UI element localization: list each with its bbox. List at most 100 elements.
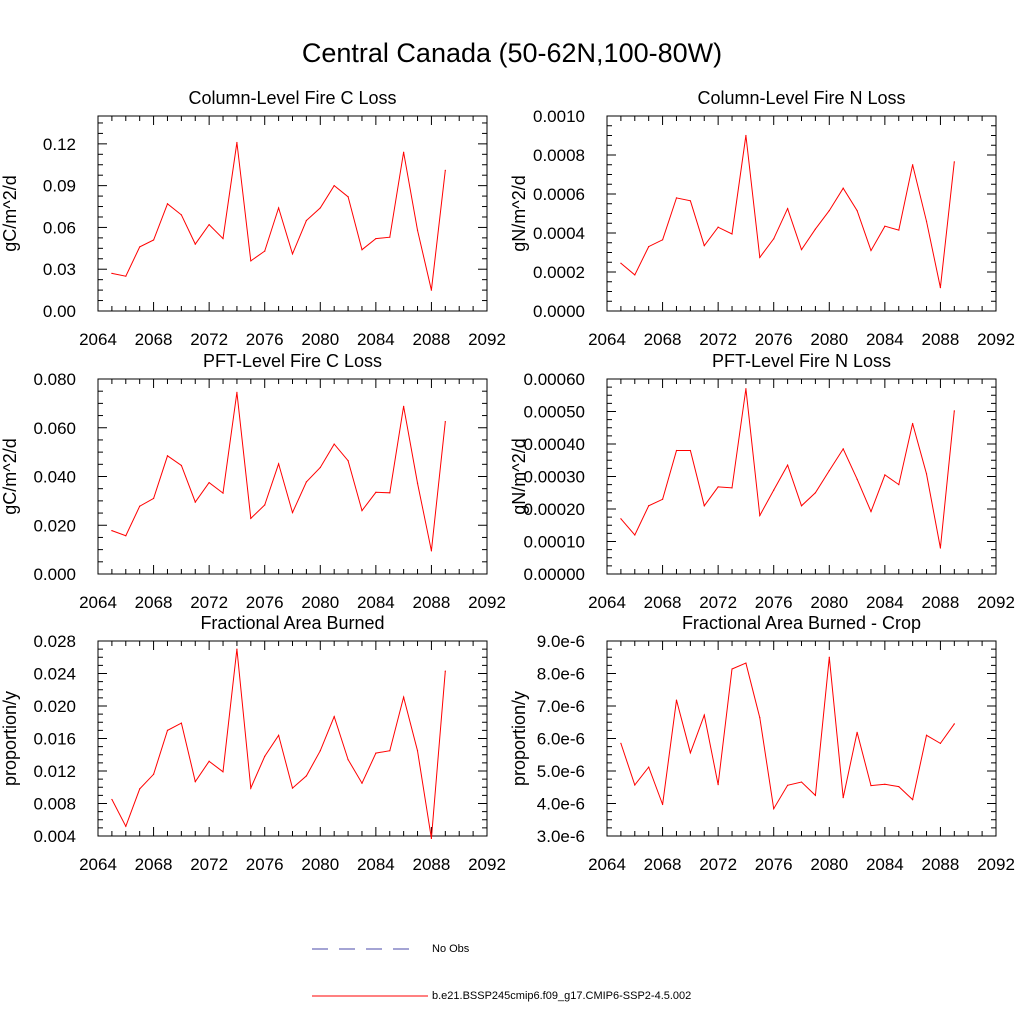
data-point — [717, 486, 719, 488]
data-point — [111, 798, 113, 801]
data-point — [403, 696, 405, 698]
x-tick-label: 2072 — [190, 855, 228, 874]
x-tick-label: 2080 — [810, 593, 848, 612]
data-point — [236, 141, 238, 144]
panel-title: Fractional Area Burned — [200, 613, 384, 633]
data-point — [787, 784, 789, 786]
data-point — [416, 482, 419, 484]
data-point — [731, 668, 733, 670]
data-point — [787, 464, 789, 466]
panel-title: PFT-Level Fire N Loss — [712, 351, 891, 371]
y-tick-label: 4.0e-6 — [537, 795, 585, 814]
x-tick-label: 2064 — [588, 330, 626, 349]
y-tick-label: 5.0e-6 — [537, 762, 585, 781]
x-tick-label: 2084 — [866, 593, 904, 612]
data-point — [236, 648, 238, 650]
y-tick-label: 0.0006 — [533, 185, 585, 204]
y-tick-label: 0.00060 — [524, 370, 585, 389]
data-point — [870, 511, 872, 513]
data-point — [375, 752, 377, 754]
data-point — [278, 207, 280, 209]
y-tick-label: 0.0008 — [533, 146, 585, 165]
y-tick-label: 0.080 — [33, 370, 76, 389]
data-point — [264, 504, 266, 506]
y-axis-label: gC/m^2/d — [0, 438, 20, 514]
x-tick-label: 2080 — [810, 330, 848, 349]
x-tick-label: 2088 — [922, 330, 960, 349]
data-point — [194, 243, 196, 245]
data-point — [787, 208, 789, 210]
data-point — [661, 498, 664, 500]
data-point — [675, 197, 678, 199]
data-point — [347, 196, 349, 198]
y-tick-label: 0.03 — [43, 260, 76, 279]
data-point — [689, 200, 691, 202]
data-point — [291, 787, 294, 789]
panel-2: Column-Level Fire N Loss gN/m^2/d 2064 2068… — [509, 88, 1015, 349]
y-tick-label: 0.004 — [33, 827, 76, 846]
y-tick-label: 0.00000 — [524, 565, 585, 584]
data-point — [361, 249, 363, 251]
data-point — [430, 550, 433, 552]
data-point — [800, 781, 803, 783]
data-point — [194, 501, 196, 503]
data-point — [403, 405, 405, 407]
series-line — [620, 388, 955, 549]
data-point — [375, 491, 377, 493]
data-point — [139, 505, 141, 507]
data-point — [634, 784, 636, 786]
x-tick-label: 2076 — [246, 855, 284, 874]
data-point — [661, 239, 664, 241]
data-point — [745, 662, 747, 664]
x-tick-label: 2068 — [135, 330, 173, 349]
data-point — [856, 209, 858, 212]
x-tick-label: 2064 — [79, 593, 117, 612]
data-point — [222, 771, 224, 773]
y-axis-label: proportion/y — [509, 691, 529, 786]
data-point — [166, 203, 169, 205]
data-point — [305, 775, 307, 777]
data-point — [828, 656, 830, 658]
data-point — [152, 239, 155, 241]
y-tick-label: 6.0e-6 — [537, 730, 585, 749]
data-point — [842, 448, 844, 450]
data-point — [731, 487, 733, 489]
x-tick-label: 2092 — [977, 855, 1015, 874]
y-tick-label: 0.00050 — [524, 403, 585, 422]
y-axis-label: gC/m^2/d — [0, 175, 20, 251]
data-point — [166, 729, 169, 731]
x-tick-label: 2080 — [301, 855, 339, 874]
x-tick-label: 2088 — [413, 855, 451, 874]
data-point — [925, 220, 928, 222]
data-point — [773, 238, 775, 240]
data-point — [953, 161, 955, 163]
x-tick-label: 2084 — [357, 330, 395, 349]
data-point — [856, 731, 858, 733]
panel-title: Fractional Area Burned - Crop — [682, 613, 921, 633]
data-point — [278, 734, 280, 736]
data-point — [634, 534, 636, 536]
data-point — [898, 786, 900, 788]
data-point — [389, 236, 391, 238]
data-point — [773, 808, 775, 810]
panel-5: Fractional Area Burned proportion/y 2064 20… — [0, 613, 506, 874]
y-tick-label: 7.0e-6 — [537, 697, 585, 716]
data-point — [305, 481, 307, 483]
x-tick-label: 2092 — [468, 593, 506, 612]
y-tick-label: 0.06 — [43, 218, 76, 237]
data-point — [661, 803, 664, 806]
y-tick-label: 0.00030 — [524, 468, 585, 487]
data-point — [800, 505, 803, 507]
y-tick-label: 0.0010 — [533, 107, 585, 126]
y-tick-label: 0.020 — [33, 516, 76, 535]
data-point — [389, 750, 391, 752]
panel-1: Column-Level Fire C Loss gC/m^2/d 2064 2068… — [0, 88, 506, 349]
data-point — [278, 463, 280, 465]
data-point — [675, 699, 678, 701]
data-point — [648, 246, 650, 248]
data-point — [208, 224, 210, 226]
data-point — [264, 250, 266, 252]
x-tick-label: 2088 — [413, 330, 451, 349]
figure-title: Central Canada (50-62N,100-80W) — [301, 38, 723, 68]
panel-title: Column-Level Fire N Loss — [697, 88, 905, 108]
